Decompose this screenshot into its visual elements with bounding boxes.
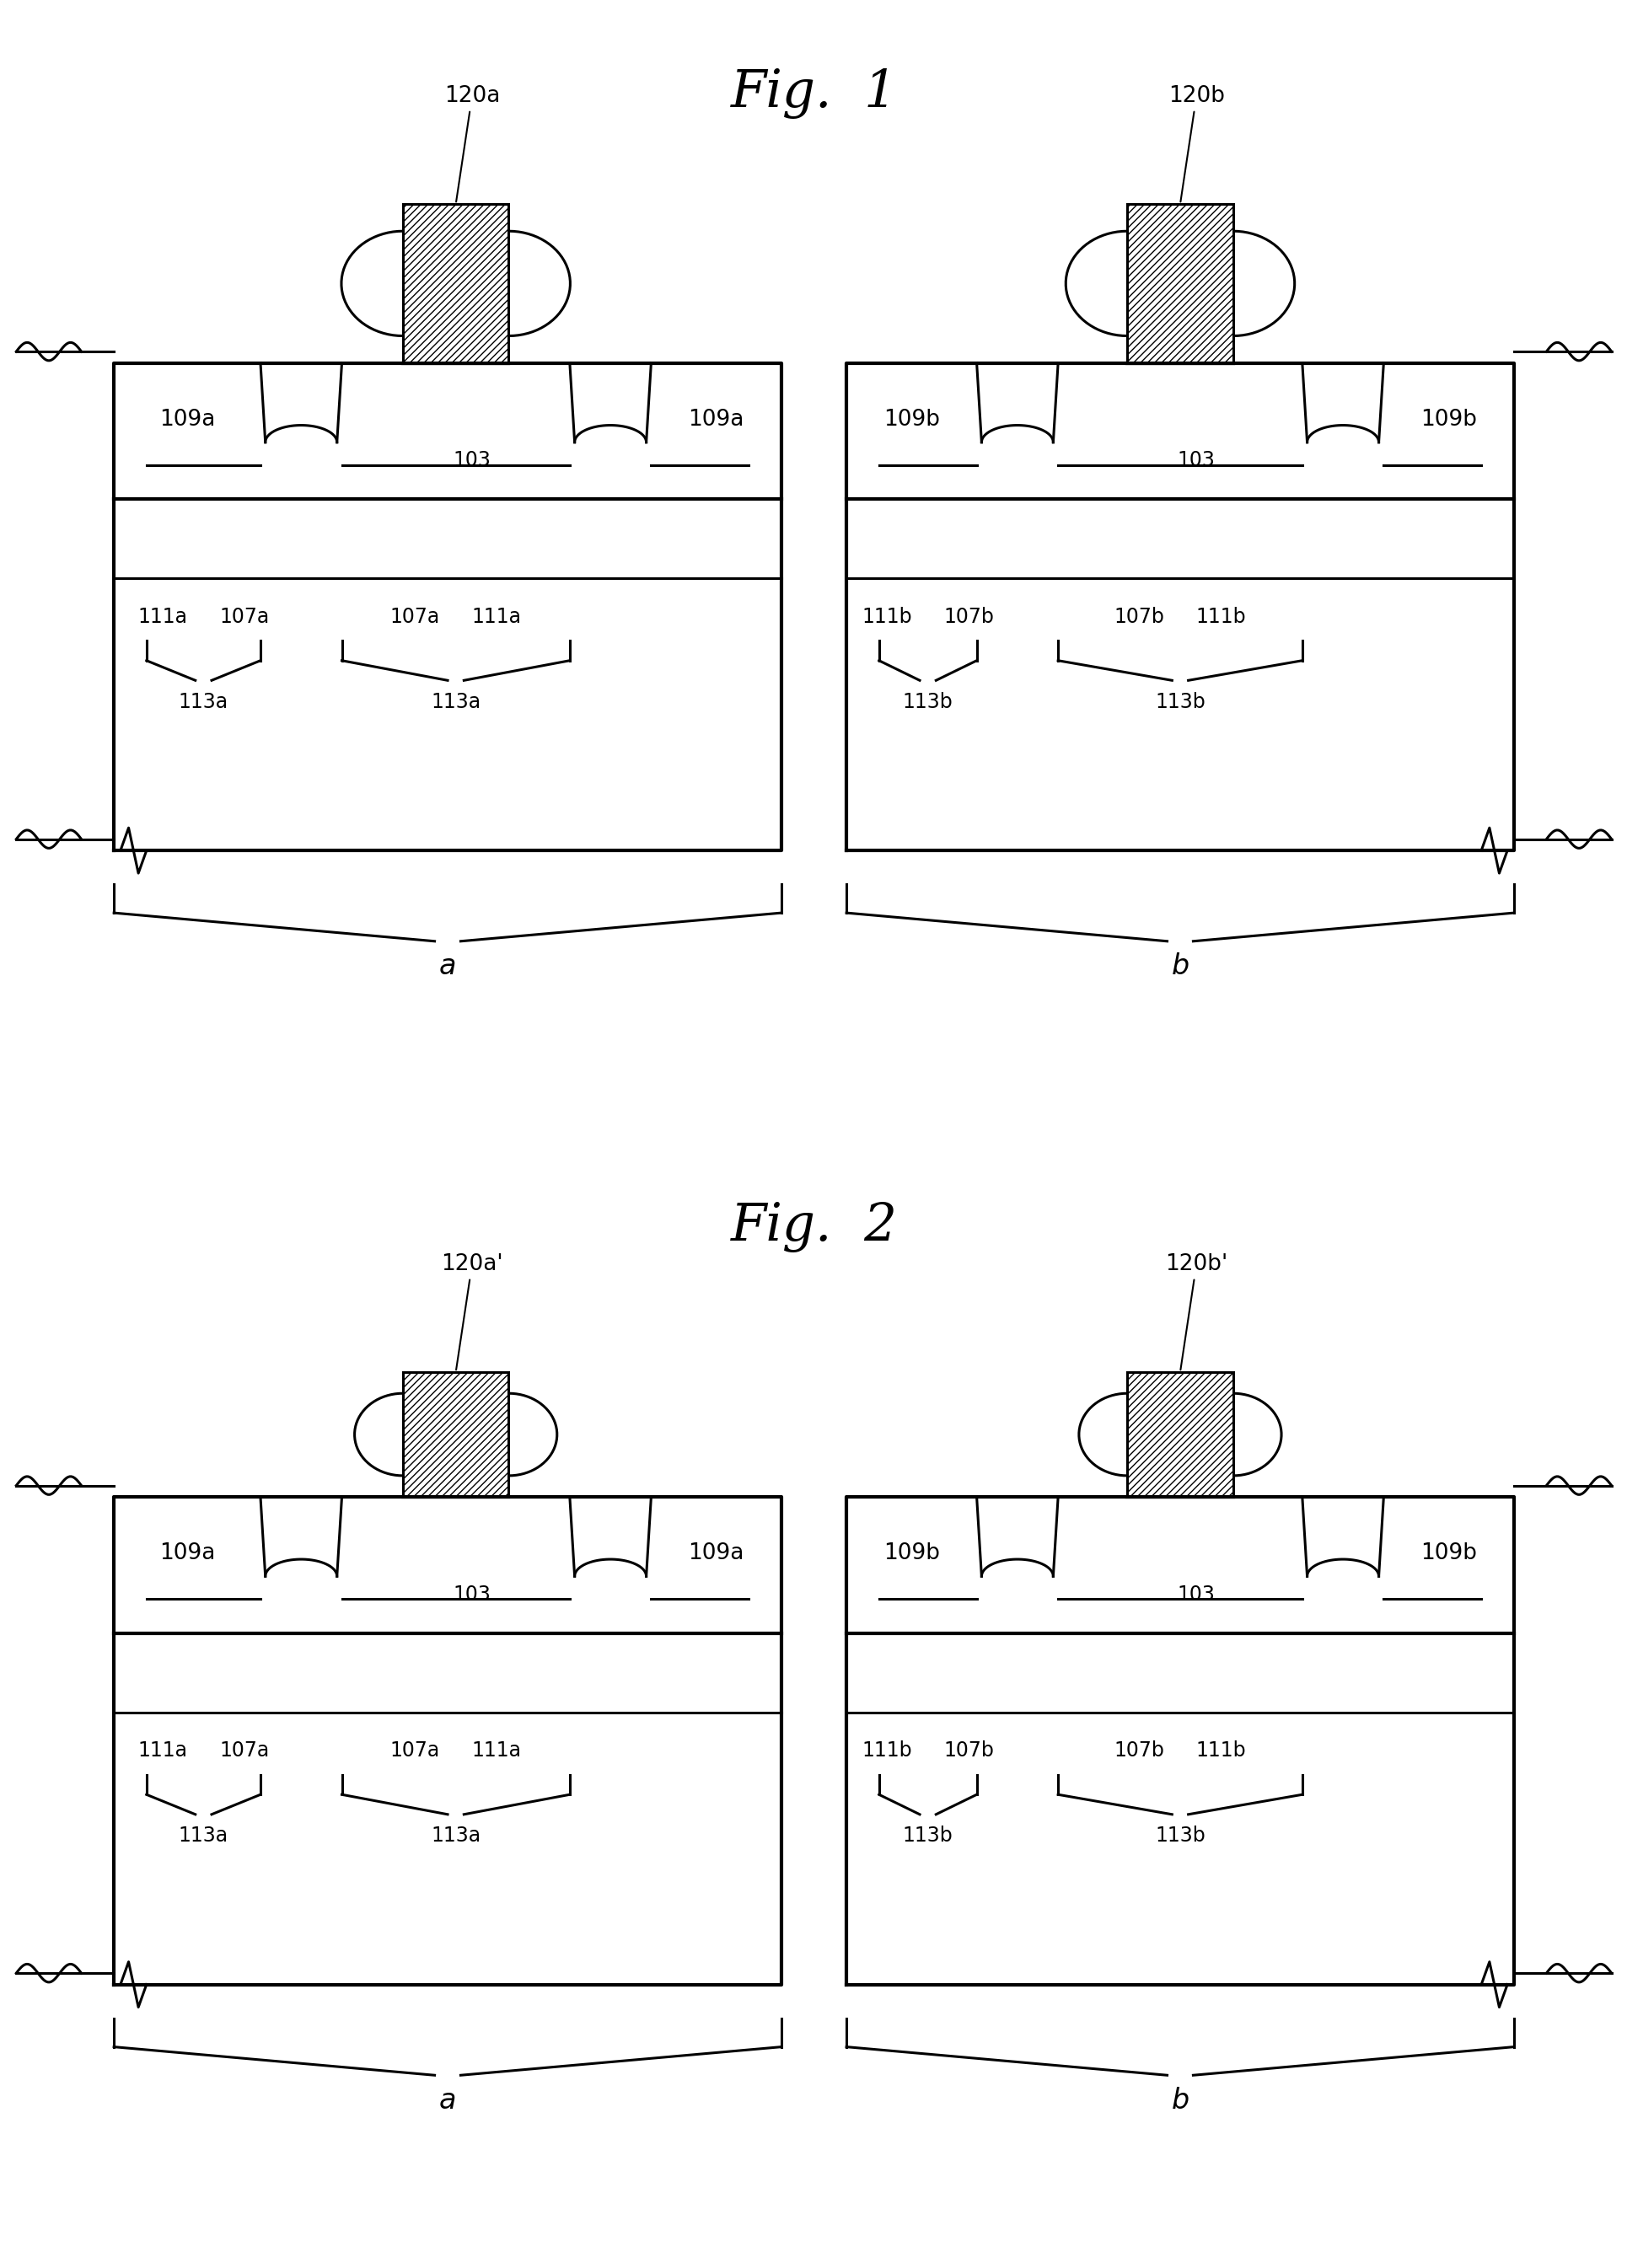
Text: 109a: 109a xyxy=(159,408,215,431)
Text: 109b: 109b xyxy=(883,408,939,431)
Text: 109b: 109b xyxy=(1420,1542,1476,1565)
Text: 111a: 111a xyxy=(472,606,521,626)
Text: 109a: 109a xyxy=(688,408,744,431)
Text: 103: 103 xyxy=(452,1585,491,1606)
Text: 113b: 113b xyxy=(903,1826,952,1846)
Text: 111a: 111a xyxy=(138,606,187,626)
Text: 103: 103 xyxy=(1176,1585,1215,1606)
Bar xyxy=(1128,204,1233,363)
Text: 107a: 107a xyxy=(390,1742,439,1760)
Text: 109a: 109a xyxy=(688,1542,744,1565)
Text: 120a': 120a' xyxy=(441,1254,503,1370)
Text: b: b xyxy=(1171,2087,1188,2114)
Text: 120a: 120a xyxy=(444,86,499,202)
Text: 109b: 109b xyxy=(1420,408,1476,431)
Text: 113b: 113b xyxy=(1155,1826,1204,1846)
Text: 111b: 111b xyxy=(862,1742,911,1760)
Text: 111b: 111b xyxy=(862,606,911,626)
Text: 111b: 111b xyxy=(1196,1742,1245,1760)
Text: 113a: 113a xyxy=(431,1826,480,1846)
Text: 109b: 109b xyxy=(883,1542,939,1565)
Text: b: b xyxy=(1171,953,1188,980)
Text: 111a: 111a xyxy=(138,1742,187,1760)
Text: a: a xyxy=(439,953,456,980)
Bar xyxy=(403,204,509,363)
Text: 107b: 107b xyxy=(1113,606,1165,626)
Bar xyxy=(1128,1372,1233,1497)
Text: 120b': 120b' xyxy=(1165,1254,1227,1370)
Text: 111b: 111b xyxy=(1196,606,1245,626)
Text: 107a: 107a xyxy=(390,606,439,626)
Text: 113b: 113b xyxy=(1155,692,1204,712)
Text: 107b: 107b xyxy=(942,1742,994,1760)
Text: Fig.  2: Fig. 2 xyxy=(731,1202,896,1252)
Text: 120b: 120b xyxy=(1168,86,1224,202)
Text: 113a: 113a xyxy=(431,692,480,712)
Text: a: a xyxy=(439,2087,456,2114)
Text: 111a: 111a xyxy=(472,1742,521,1760)
Text: 113a: 113a xyxy=(179,692,228,712)
Text: 113b: 113b xyxy=(903,692,952,712)
Text: 109a: 109a xyxy=(159,1542,215,1565)
Text: 103: 103 xyxy=(452,451,491,472)
Text: 113a: 113a xyxy=(179,1826,228,1846)
Text: 103: 103 xyxy=(1176,451,1215,472)
Bar xyxy=(403,1372,509,1497)
Text: 107a: 107a xyxy=(220,1742,268,1760)
Text: Fig.  1: Fig. 1 xyxy=(731,68,896,118)
Text: 107b: 107b xyxy=(942,606,994,626)
Text: 107a: 107a xyxy=(220,606,268,626)
Text: 107b: 107b xyxy=(1113,1742,1165,1760)
